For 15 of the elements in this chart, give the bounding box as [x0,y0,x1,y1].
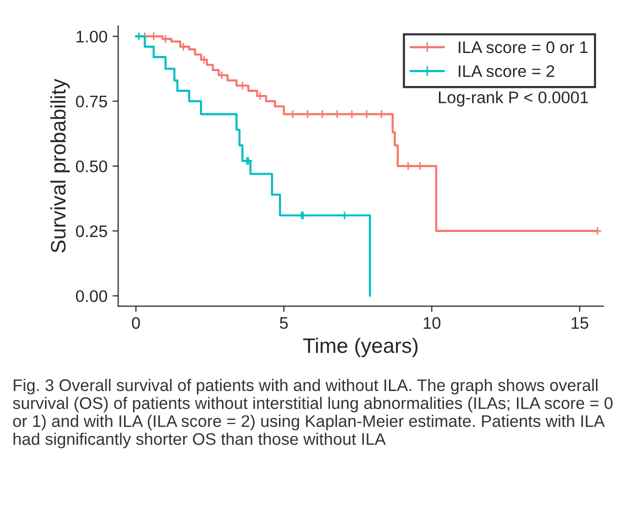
y-tick-label: 0.75 [76,96,108,108]
y-tick-label: 0.00 [76,290,108,302]
y-tick-label: 0.50 [76,160,108,172]
x-tick-label: 10 [424,317,440,329]
legend-label: ILA score = 0 or 1 [458,41,588,54]
x-tick-label: 15 [572,317,588,329]
x-tick-label: 0 [132,317,140,329]
x-tick-label: 5 [280,317,288,329]
y-tick-label: 1.00 [76,30,108,43]
legend-label: ILA score = 2 [458,65,554,78]
x-axis-title: Time (years) [303,338,418,358]
y-axis-title: Survival probability [50,78,70,253]
annotation: Log-rank P < 0.0001 [438,91,588,107]
caption: Fig. 3 Overall survival of patients with and without ILA. The graph shows overall survival (OS) of patients without interstitial lung abnormalities (ILAs; ILA score = 0 or 1) and with ILA (ILA score = 2) using Kaplan-Meier estimate. Patients with ILA had significantly shorter OS than those without ILA [12,378,613,448]
y-tick-label: 0.25 [76,225,108,238]
